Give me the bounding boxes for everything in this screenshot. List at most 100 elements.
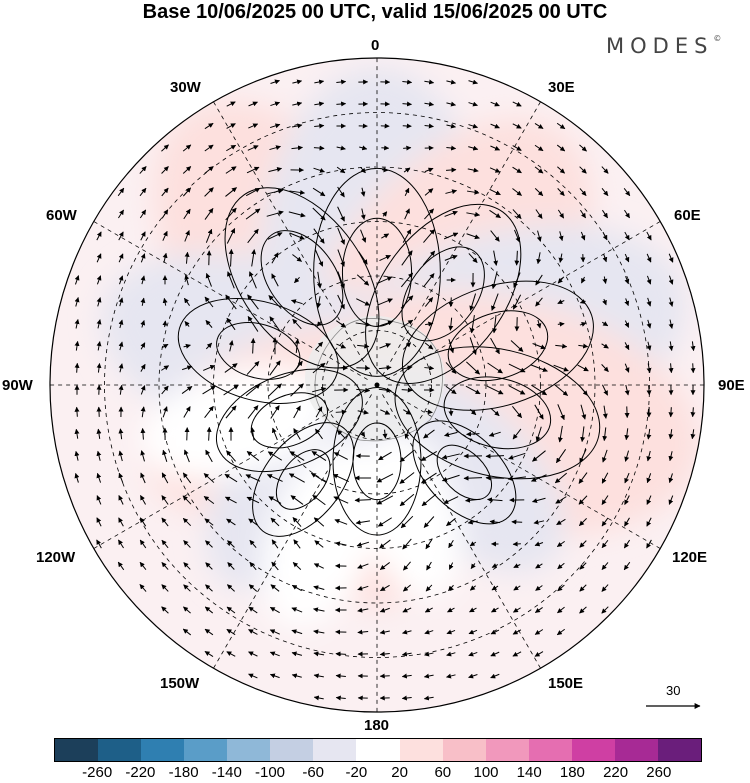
wind-arrow [513, 272, 521, 288]
wind-arrow [248, 651, 258, 657]
wind-arrow [441, 453, 460, 460]
wind-arrow [140, 231, 146, 241]
wind-arrow [424, 607, 433, 613]
wind-arrow [335, 651, 347, 657]
wind-arrow [313, 517, 325, 527]
wind-arrow [203, 365, 216, 371]
wind-arrow [96, 319, 102, 329]
colorbar-segment [399, 739, 443, 761]
wind-arrow [579, 540, 587, 548]
wind-arrow [205, 319, 213, 328]
wind-arrow [96, 539, 102, 549]
wind-arrow [668, 407, 674, 418]
wind-arrow [96, 450, 102, 461]
wind-arrow [485, 453, 505, 459]
wind-arrow [511, 406, 523, 419]
wind-arrow [535, 297, 543, 307]
wind-arrow [162, 406, 168, 418]
wind-arrow [205, 449, 213, 463]
wind-arrow [337, 206, 345, 222]
wind-arrow [291, 651, 303, 657]
wind-arrow [182, 517, 192, 527]
wind-arrow [490, 337, 500, 355]
wind-arrow [532, 497, 546, 504]
wind-arrow [315, 428, 323, 440]
latitude-circle [104, 112, 650, 658]
wind-arrow [315, 406, 323, 418]
wind-arrow [580, 209, 586, 219]
wind-arrow [249, 539, 257, 549]
wind-arrow [266, 474, 283, 482]
wind-arrow [227, 562, 235, 570]
wind-arrow [557, 166, 565, 174]
wind-arrow [601, 539, 609, 549]
wind-arrow [248, 123, 259, 129]
wind-arrow [227, 540, 235, 548]
wind-arrow [513, 563, 521, 568]
wind-arrow [446, 167, 457, 173]
wind-arrow [248, 673, 258, 679]
wind-arrow [245, 208, 261, 220]
wind-arrow [646, 231, 652, 241]
wind-arrow [182, 166, 192, 174]
wind-arrow [512, 607, 521, 613]
wind-arrow [424, 365, 435, 371]
wind-arrow [311, 450, 327, 462]
colorbar-segment [184, 739, 228, 761]
lon-label-90w: 90W [2, 377, 33, 394]
wind-arrow [469, 541, 477, 547]
wind-arrow [291, 123, 303, 129]
wind-arrow [490, 651, 500, 657]
wind-arrow [312, 207, 326, 221]
wind-arrow [513, 585, 521, 591]
wind-arrow [668, 319, 674, 329]
wind-arrow [690, 407, 696, 418]
wind-arrow [426, 561, 432, 571]
wind-arrow [646, 363, 652, 374]
wind-arrow [446, 517, 456, 527]
reference-vector-label: 30 [666, 683, 681, 698]
chart-title: Base 10/06/2025 00 UTC, valid 15/06/2025… [142, 1, 608, 23]
wind-arrow [489, 209, 501, 219]
wind-arrow [446, 673, 456, 679]
wind-arrow [424, 123, 434, 129]
wind-arrow [493, 250, 499, 266]
colorbar-segment [571, 739, 615, 761]
wind-arrow [404, 429, 410, 439]
wind-arrow [531, 474, 547, 482]
wind-arrow [249, 561, 257, 571]
wind-arrow [556, 628, 566, 636]
colorbar-segment [442, 739, 486, 761]
wind-arrow [579, 584, 587, 592]
wind-arrow [668, 297, 674, 307]
colorbar-tick-label: -20 [345, 764, 368, 781]
wind-arrow [223, 384, 239, 396]
wind-arrow [204, 187, 214, 197]
wind-arrow [624, 384, 630, 396]
wind-arrow [268, 167, 283, 173]
wind-arrow [313, 629, 325, 635]
wind-arrow [379, 584, 390, 592]
wind-arrow [291, 360, 303, 376]
wind-arrow [401, 250, 413, 266]
wind-arrow [245, 383, 261, 397]
wind-arrow [579, 449, 587, 464]
wind-arrow [96, 428, 102, 439]
wind-arrow [468, 629, 478, 635]
wind-arrow [268, 295, 282, 309]
wind-arrow [601, 584, 609, 592]
wind-arrow [425, 538, 433, 550]
colorbar-segment [313, 739, 357, 761]
wind-arrow [554, 472, 568, 484]
wind-arrow [118, 231, 124, 241]
wind-arrow [557, 584, 565, 592]
wind-arrow [292, 79, 303, 85]
wind-arrow [512, 209, 522, 219]
wind-arrow [360, 208, 366, 220]
wind-arrow [465, 497, 481, 503]
wind-arrow [335, 673, 346, 679]
wind-arrow [205, 562, 213, 570]
wind-arrow [469, 585, 476, 591]
wind-arrow [317, 271, 323, 289]
wind-arrow [226, 651, 236, 657]
